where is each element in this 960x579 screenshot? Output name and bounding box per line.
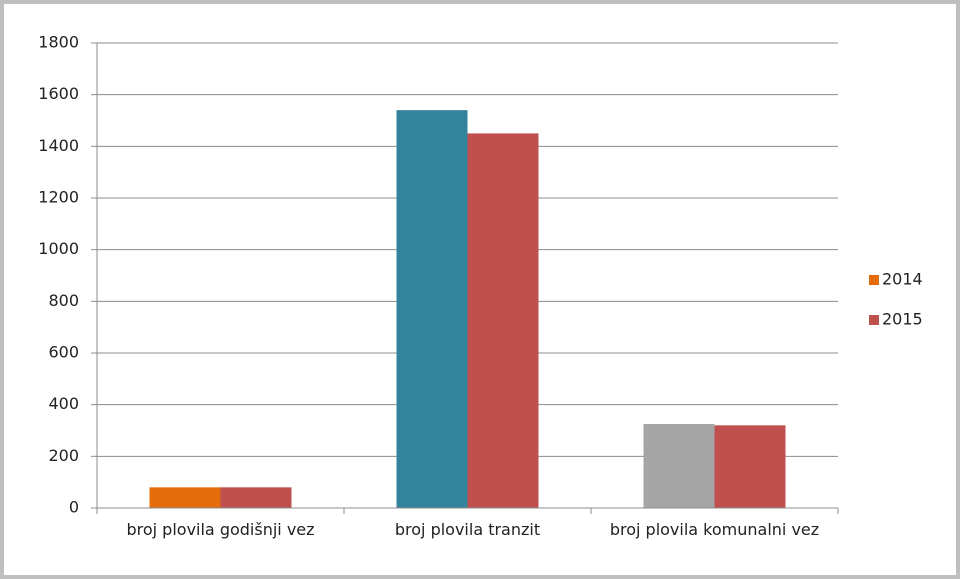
y-tick-label: 1600 — [38, 84, 79, 103]
legend-swatch — [869, 315, 879, 325]
y-tick-label: 1000 — [38, 239, 79, 258]
y-tick-label: 1400 — [38, 136, 79, 155]
bar — [396, 110, 468, 509]
y-tick-label: 400 — [48, 394, 79, 413]
y-tick-label: 1800 — [38, 33, 79, 52]
y-tick-label: 200 — [48, 446, 79, 465]
legend-label: 2015 — [882, 310, 923, 329]
x-tick-wrap: broj plovila komunalni vez — [609, 520, 820, 539]
x-tick-label: broj plovila komunalni vez — [609, 520, 820, 539]
bar — [467, 133, 539, 508]
legend-label: 2014 — [882, 270, 923, 289]
bar — [714, 425, 786, 508]
bar — [149, 487, 221, 508]
bar — [220, 487, 292, 508]
x-tick-wrap: broj plovila tranzit — [394, 520, 541, 539]
x-tick-label: broj plovila tranzit — [394, 520, 541, 539]
y-tick-label: 800 — [48, 291, 79, 310]
x-tick-label: broj plovila godišnji vez — [126, 520, 315, 539]
legend-swatch — [869, 275, 879, 285]
y-tick-label: 1200 — [38, 188, 79, 207]
bar — [643, 424, 715, 508]
y-tick-label: 600 — [48, 343, 79, 362]
y-tick-label: 0 — [69, 498, 79, 517]
x-tick-wrap: broj plovila godišnji vez — [126, 520, 315, 539]
